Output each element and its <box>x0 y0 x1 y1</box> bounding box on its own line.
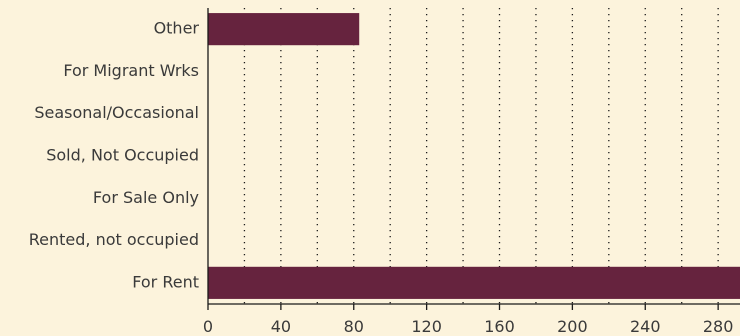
x-tick-label-80: 80 <box>344 317 364 336</box>
category-label-4: For Sale Only <box>93 188 199 207</box>
category-label-3: Sold, Not Occupied <box>46 146 199 165</box>
bar-6 <box>208 266 740 299</box>
category-label-0: Other <box>154 19 200 38</box>
x-tick-label-160: 160 <box>484 317 515 336</box>
x-tick-label-280: 280 <box>703 317 734 336</box>
category-label-2: Seasonal/Occasional <box>34 103 199 122</box>
x-tick-label-0: 0 <box>203 317 213 336</box>
gridlines <box>243 8 719 304</box>
bar-0 <box>208 13 360 46</box>
category-label-5: Rented, not occupied <box>29 230 199 249</box>
x-tick-label-240: 240 <box>630 317 661 336</box>
x-tick-label-120: 120 <box>411 317 442 336</box>
x-tick-label-200: 200 <box>557 317 588 336</box>
x-tick-label-40: 40 <box>271 317 291 336</box>
x-axis: 0 40 80 120 160 200 240 280 <box>203 8 740 336</box>
category-label-6: For Rent <box>132 272 199 291</box>
category-label-1: For Migrant Wrks <box>63 61 199 80</box>
category-labels: Other For Migrant Wrks Seasonal/Occasional… <box>29 19 200 292</box>
bars <box>208 13 740 299</box>
